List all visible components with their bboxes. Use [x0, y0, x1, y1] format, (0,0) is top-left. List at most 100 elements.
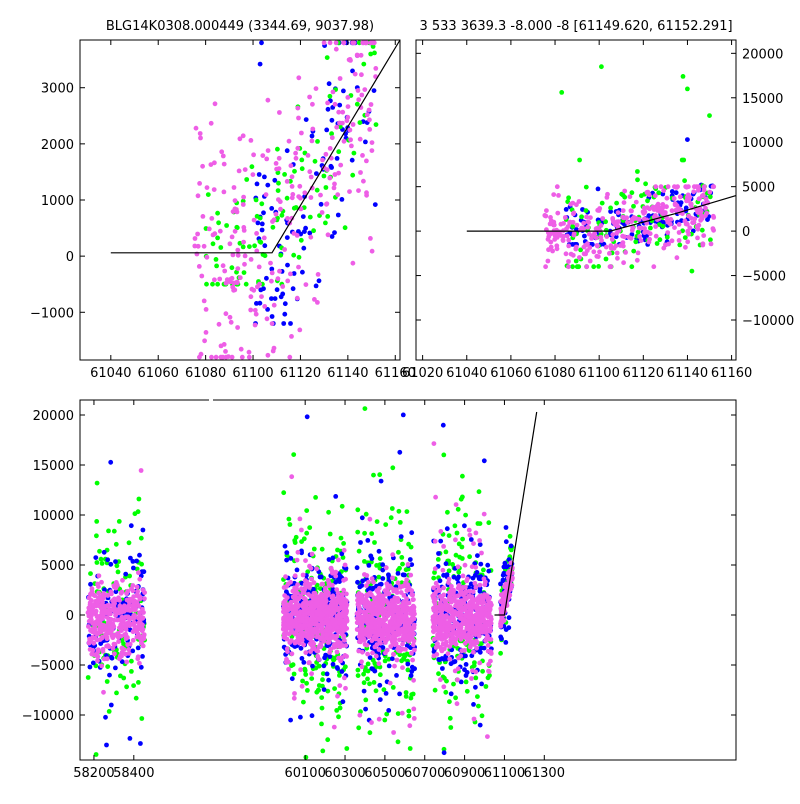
data-point	[371, 579, 376, 585]
data-point	[488, 600, 493, 606]
data-point	[403, 629, 409, 635]
data-point	[478, 623, 484, 629]
y-tick-label: 0	[742, 225, 750, 240]
data-point	[689, 268, 695, 274]
data-point	[354, 101, 360, 107]
data-point	[325, 214, 331, 219]
data-point	[683, 184, 689, 190]
data-point	[135, 509, 141, 515]
data-point	[239, 354, 245, 360]
data-point	[502, 591, 508, 596]
data-point	[372, 50, 377, 56]
data-point	[253, 197, 259, 203]
data-point	[265, 148, 271, 154]
data-point	[352, 71, 358, 77]
data-point	[124, 684, 129, 690]
data-point	[700, 192, 706, 198]
data-point	[116, 519, 122, 524]
data-point	[396, 549, 401, 555]
data-point	[281, 602, 287, 608]
y-tick-label: −5000	[30, 659, 74, 674]
data-point	[356, 40, 362, 46]
data-point	[95, 649, 101, 655]
data-point	[264, 156, 270, 162]
data-point	[594, 243, 600, 248]
data-point	[281, 490, 287, 496]
data-point	[629, 227, 635, 233]
data-point	[136, 496, 142, 502]
data-point	[472, 660, 477, 665]
data-point	[406, 638, 412, 644]
data-point	[325, 100, 330, 106]
data-point	[680, 74, 686, 79]
data-point	[447, 616, 452, 621]
data-point	[236, 168, 242, 174]
data-point	[314, 171, 319, 177]
data-point	[404, 596, 409, 601]
data-point	[344, 602, 350, 608]
data-point	[328, 646, 334, 652]
x-tick-label: 61160	[711, 366, 752, 381]
data-point	[281, 625, 287, 631]
data-point	[475, 553, 480, 558]
data-point	[304, 680, 309, 686]
data-point	[369, 720, 374, 725]
data-point	[570, 219, 576, 225]
data-point	[477, 582, 483, 588]
data-point	[319, 605, 325, 610]
data-point	[269, 270, 275, 276]
data-point	[342, 638, 347, 643]
data-point	[440, 666, 445, 671]
data-point	[620, 208, 626, 214]
data-point	[287, 640, 293, 645]
data-point	[324, 671, 330, 677]
data-point	[374, 563, 379, 568]
data-point	[364, 192, 369, 198]
data-point	[286, 666, 291, 672]
data-point	[271, 217, 277, 223]
data-point	[297, 516, 303, 522]
data-point	[503, 627, 509, 632]
data-point	[314, 187, 320, 193]
data-point	[478, 612, 484, 618]
data-point	[609, 237, 615, 242]
data-point	[367, 681, 372, 687]
data-point	[196, 264, 202, 269]
data-point	[665, 219, 671, 225]
data-point	[382, 658, 388, 664]
data-point	[248, 294, 254, 300]
x-tick-label: 58200	[73, 766, 114, 781]
data-point	[610, 232, 616, 238]
data-point	[398, 585, 403, 590]
data-point	[265, 352, 271, 358]
data-point	[295, 105, 301, 111]
data-point	[249, 286, 255, 292]
data-point	[376, 661, 382, 667]
data-point	[658, 184, 664, 190]
data-point	[653, 184, 659, 190]
data-point	[626, 234, 632, 240]
data-point	[292, 592, 298, 598]
data-point	[341, 587, 347, 593]
data-point	[699, 213, 704, 219]
data-point	[682, 178, 687, 184]
data-point	[503, 640, 509, 645]
data-point	[323, 585, 328, 591]
data-point	[682, 218, 688, 224]
data-point	[200, 163, 206, 169]
data-point	[203, 307, 209, 312]
data-point	[479, 594, 485, 599]
data-point	[377, 582, 383, 588]
panel-top-right: 3 533 3639.3 -8.000 -8 [61149.620, 61152…	[402, 19, 794, 381]
data-point	[136, 570, 141, 576]
data-point	[458, 653, 464, 659]
data-point	[318, 192, 323, 198]
data-point	[318, 201, 324, 207]
data-point	[217, 276, 223, 282]
data-point	[289, 651, 295, 657]
data-point	[360, 649, 365, 655]
data-point	[377, 682, 383, 688]
data-point	[201, 243, 207, 249]
data-point	[283, 574, 288, 580]
data-point	[478, 645, 484, 651]
